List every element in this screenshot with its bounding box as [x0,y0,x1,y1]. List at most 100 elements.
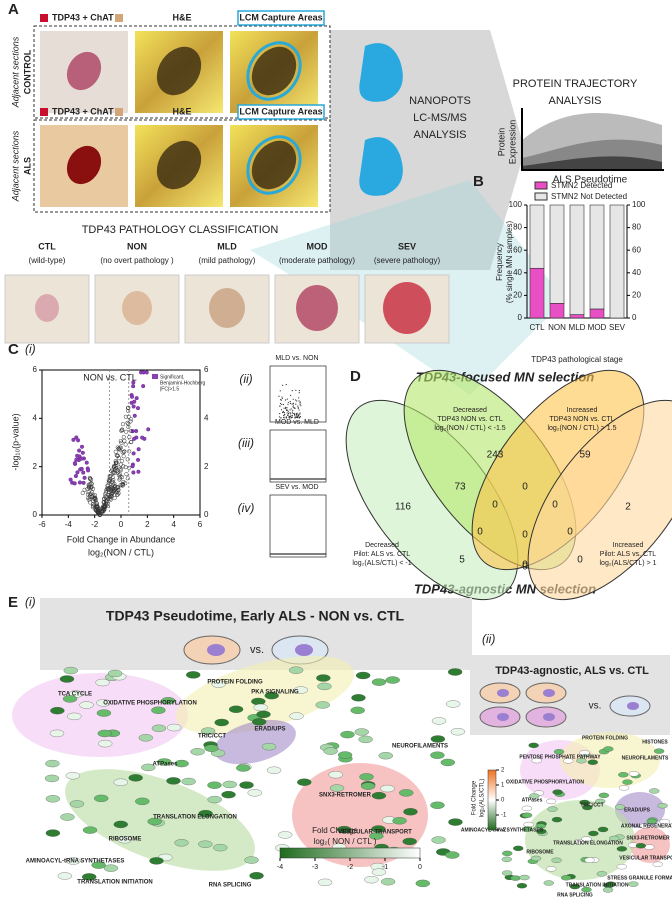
cluster-label: VESICULAR TRANSPORT [619,855,672,861]
volcano-point [131,404,136,409]
label: Benjamini-Hochberg [160,380,206,386]
volcano-point [114,485,119,490]
volcano-point [111,465,117,470]
volcano-point [136,469,141,474]
volcano-point [106,492,111,497]
venn-set [527,399,672,601]
network-node [521,805,533,812]
inset-point [294,416,296,418]
inset-point [292,409,294,411]
cluster-label: ERAD/UPS [624,807,651,813]
label: (mild pathology) [199,256,256,265]
section-box [33,25,331,119]
network-node [659,818,670,825]
volcano-point [119,458,124,463]
stage-cell [122,291,152,325]
network-node [595,798,606,805]
cell-he [156,46,202,96]
inset-frame [269,429,327,483]
network-node [45,795,61,803]
stage-cell [296,285,338,331]
legend-swatch [534,192,548,201]
inset-point [299,412,301,414]
network-node [96,699,111,707]
volcano-point [86,483,91,489]
network-node [430,751,445,759]
volcano-point [126,424,131,430]
network-node [141,763,156,772]
inset-point [296,400,298,402]
label: Adjacent sections [10,130,20,202]
volcano-point [109,484,115,489]
inset-point [289,415,292,417]
network-node [646,818,657,825]
inset-point [297,407,300,409]
network-node [502,850,513,857]
network-node [653,748,665,754]
bar-detected [569,314,585,319]
volcano-point [85,492,91,497]
network-node [293,686,309,694]
volcano-point [112,496,117,501]
label: TDP43 + ChAT [52,12,114,22]
network-node [337,751,353,759]
inset-point [299,402,301,404]
inset-point [278,416,281,418]
network-node [69,800,85,808]
network-node [251,697,266,706]
label: (iv) [238,501,255,515]
network-node [501,856,512,862]
capture-blob [359,43,403,102]
nucleus [627,702,639,710]
network-node [579,799,590,806]
inset-point [296,416,298,419]
volcano-point [75,453,80,458]
network-node [415,879,430,888]
network-node [371,792,387,800]
network-node [190,748,205,756]
nucleus [543,713,555,721]
network-node [587,759,598,765]
volcano-point [134,428,139,434]
network-node [82,826,98,834]
volcano-point [76,438,81,443]
volcano-point [123,442,128,447]
label: Pilot: ALS vs. CTL [600,551,657,558]
lcm-outline [246,135,302,195]
volcano-point [120,428,125,433]
volcano-point [80,490,85,496]
cell-stain [66,51,102,91]
volcano-point [79,456,84,461]
network-node [430,801,445,809]
network-node [317,682,332,691]
trajectory-area [522,156,662,170]
network-node [329,784,345,792]
label: TDP43 Pseudotime, Early ALS - NON vs. CT… [106,608,405,624]
lcm-outline [246,41,302,101]
cluster-label: OXIDATIVE PHOSPHORYLATION [506,779,584,785]
inset-point [291,414,293,417]
inset-point [298,392,300,394]
network-node [450,728,466,736]
network-node [528,742,539,749]
inset-point [279,413,281,415]
network-node [49,729,65,738]
volcano-point [112,467,117,472]
volcano-point [117,447,122,452]
inset-point [289,412,291,414]
colorbar-tick-label: -2 [501,828,507,834]
cluster-label: TRIC/CCT [198,734,226,740]
volcano-point [144,370,149,375]
inset-point [295,413,297,415]
y-tick-label: 100 [509,200,523,209]
label: log₂(NON / CTL) [88,547,154,557]
network-node [222,780,237,789]
volcano-point [94,501,99,506]
network-node [113,820,128,829]
network-node [350,706,365,714]
inset-point [290,413,292,415]
volcano-point [88,491,94,496]
network-node [573,839,585,845]
network-node [207,795,222,804]
network-node [264,692,279,700]
